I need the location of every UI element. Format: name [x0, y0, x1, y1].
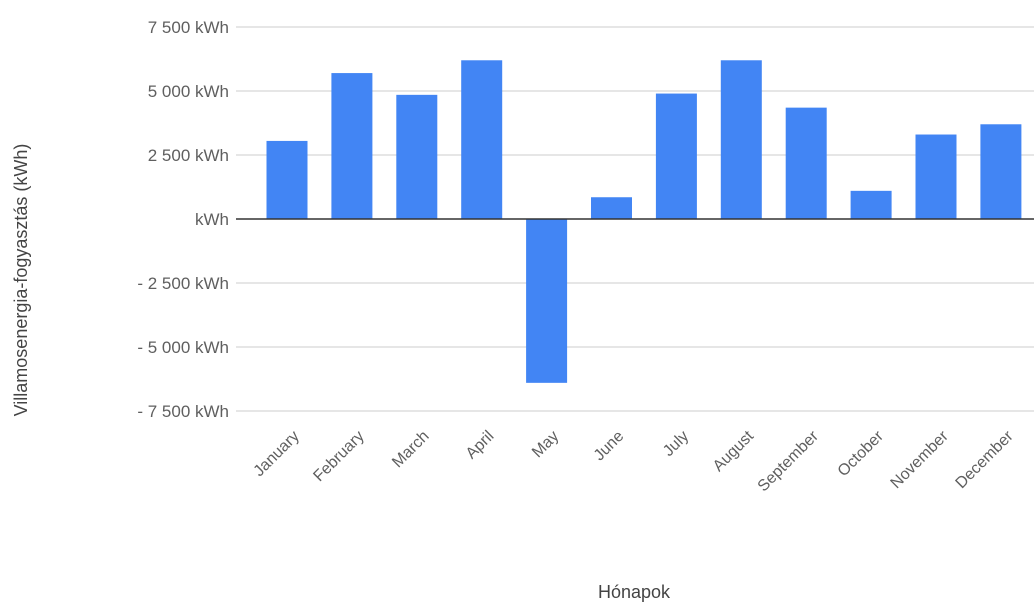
x-tick-label: November — [888, 427, 953, 492]
x-tick-labels: January February March April May June July Augu… — [251, 427, 1018, 495]
bar-march[interactable] — [396, 94, 438, 219]
bar-january[interactable] — [266, 140, 308, 219]
bars-layer — [266, 60, 1022, 383]
bar-june[interactable] — [591, 197, 632, 219]
x-tick-label: April — [463, 428, 498, 463]
x-tick-label: August — [710, 427, 758, 475]
y-tick-label: 5 000 kWh — [148, 82, 229, 101]
x-tick-label: July — [660, 428, 692, 460]
y-tick-labels: 7 500 kWh 5 000 kWh 2 500 kWh kWh - 2 500 kW… — [137, 18, 229, 421]
bar-september[interactable] — [785, 107, 827, 219]
bar-may[interactable] — [526, 219, 568, 383]
x-tick-label: May — [529, 428, 562, 461]
y-tick-label: - 7 500 kWh — [137, 402, 229, 421]
bar-april[interactable] — [461, 60, 503, 219]
x-tick-label: January — [251, 428, 303, 480]
x-tick-label: September — [755, 427, 823, 495]
x-tick-label: October — [835, 427, 888, 480]
bar-february[interactable] — [331, 73, 373, 219]
x-tick-label: March — [389, 428, 432, 471]
y-tick-label: - 5 000 kWh — [137, 338, 229, 357]
x-tick-label: June — [591, 428, 628, 465]
bar-november[interactable] — [915, 134, 957, 219]
x-axis-title: Hónapok — [598, 582, 671, 602]
y-tick-label: 7 500 kWh — [148, 18, 229, 37]
bar-july[interactable] — [655, 93, 697, 219]
y-axis-title: Villamosenergia-fogyasztás (kWh) — [11, 144, 31, 417]
bar-october[interactable] — [850, 190, 892, 219]
x-tick-label: December — [953, 427, 1018, 492]
bar-august[interactable] — [720, 60, 762, 219]
y-tick-label: 2 500 kWh — [148, 146, 229, 165]
y-tick-label: kWh — [195, 210, 229, 229]
x-tick-label: February — [310, 428, 367, 485]
bar-december[interactable] — [980, 124, 1022, 219]
y-tick-label: - 2 500 kWh — [137, 274, 229, 293]
